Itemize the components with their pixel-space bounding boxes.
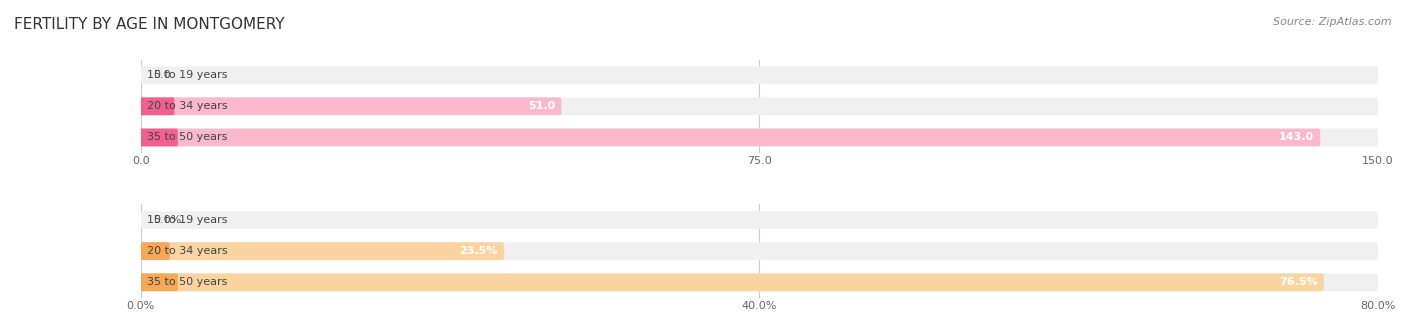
- Text: FERTILITY BY AGE IN MONTGOMERY: FERTILITY BY AGE IN MONTGOMERY: [14, 17, 284, 31]
- FancyBboxPatch shape: [141, 273, 179, 291]
- FancyBboxPatch shape: [141, 97, 561, 115]
- Text: 0.0: 0.0: [153, 70, 170, 80]
- Text: 23.5%: 23.5%: [460, 246, 498, 256]
- Text: 20 to 34 years: 20 to 34 years: [146, 246, 228, 256]
- FancyBboxPatch shape: [141, 242, 505, 260]
- Text: 51.0: 51.0: [527, 101, 555, 111]
- FancyBboxPatch shape: [141, 97, 1378, 115]
- FancyBboxPatch shape: [141, 128, 1378, 146]
- FancyBboxPatch shape: [141, 242, 1378, 260]
- Text: Source: ZipAtlas.com: Source: ZipAtlas.com: [1274, 17, 1392, 26]
- FancyBboxPatch shape: [141, 128, 177, 146]
- FancyBboxPatch shape: [141, 66, 1378, 84]
- Text: 35 to 50 years: 35 to 50 years: [146, 132, 228, 142]
- Text: 15 to 19 years: 15 to 19 years: [146, 215, 228, 225]
- FancyBboxPatch shape: [141, 211, 1378, 229]
- FancyBboxPatch shape: [141, 273, 1378, 291]
- FancyBboxPatch shape: [141, 128, 1320, 146]
- FancyBboxPatch shape: [141, 97, 174, 115]
- Text: 76.5%: 76.5%: [1279, 277, 1317, 287]
- Text: 143.0: 143.0: [1279, 132, 1315, 142]
- Text: 35 to 50 years: 35 to 50 years: [146, 277, 228, 287]
- Text: 15 to 19 years: 15 to 19 years: [146, 70, 228, 80]
- Text: 0.0%: 0.0%: [153, 215, 181, 225]
- FancyBboxPatch shape: [141, 242, 170, 260]
- Text: 20 to 34 years: 20 to 34 years: [146, 101, 228, 111]
- FancyBboxPatch shape: [141, 273, 1324, 291]
